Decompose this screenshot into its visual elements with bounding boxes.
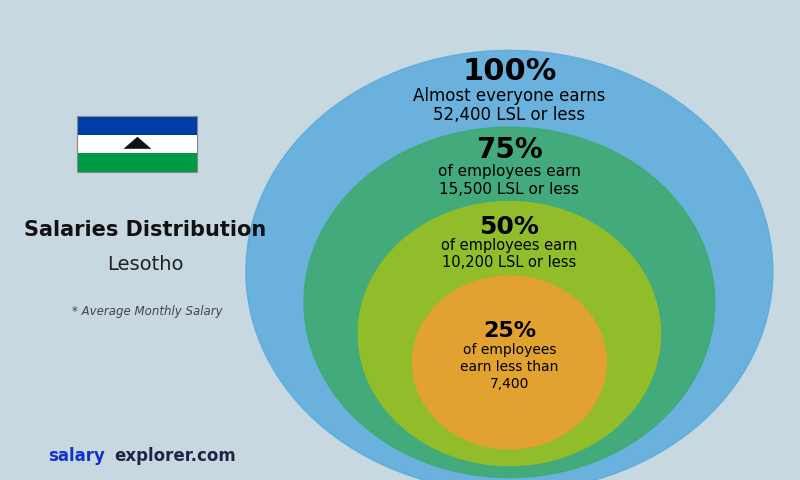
Text: Almost everyone earns: Almost everyone earns: [413, 87, 606, 105]
Polygon shape: [123, 137, 151, 149]
Bar: [78, 153, 198, 172]
Text: Lesotho: Lesotho: [107, 254, 183, 274]
Ellipse shape: [358, 202, 661, 466]
Text: 15,500 LSL or less: 15,500 LSL or less: [439, 182, 579, 197]
Text: of employees: of employees: [462, 343, 556, 358]
Text: of employees earn: of employees earn: [441, 239, 578, 253]
Bar: [78, 135, 198, 153]
Text: 50%: 50%: [479, 215, 539, 239]
Text: 7,400: 7,400: [490, 377, 529, 391]
Text: 100%: 100%: [462, 58, 557, 86]
Bar: [78, 117, 198, 172]
Text: earn less than: earn less than: [460, 360, 558, 374]
Text: 25%: 25%: [483, 321, 536, 341]
Ellipse shape: [304, 127, 714, 478]
Bar: [78, 117, 198, 135]
Text: 10,200 LSL or less: 10,200 LSL or less: [442, 255, 577, 270]
Ellipse shape: [246, 50, 773, 480]
Text: of employees earn: of employees earn: [438, 164, 581, 179]
Text: 75%: 75%: [476, 136, 542, 164]
Ellipse shape: [413, 276, 606, 449]
Text: salary: salary: [48, 447, 105, 465]
Text: Salaries Distribution: Salaries Distribution: [24, 220, 266, 240]
Text: 52,400 LSL or less: 52,400 LSL or less: [434, 106, 586, 124]
Text: * Average Monthly Salary: * Average Monthly Salary: [71, 305, 222, 319]
Text: explorer.com: explorer.com: [114, 447, 236, 465]
